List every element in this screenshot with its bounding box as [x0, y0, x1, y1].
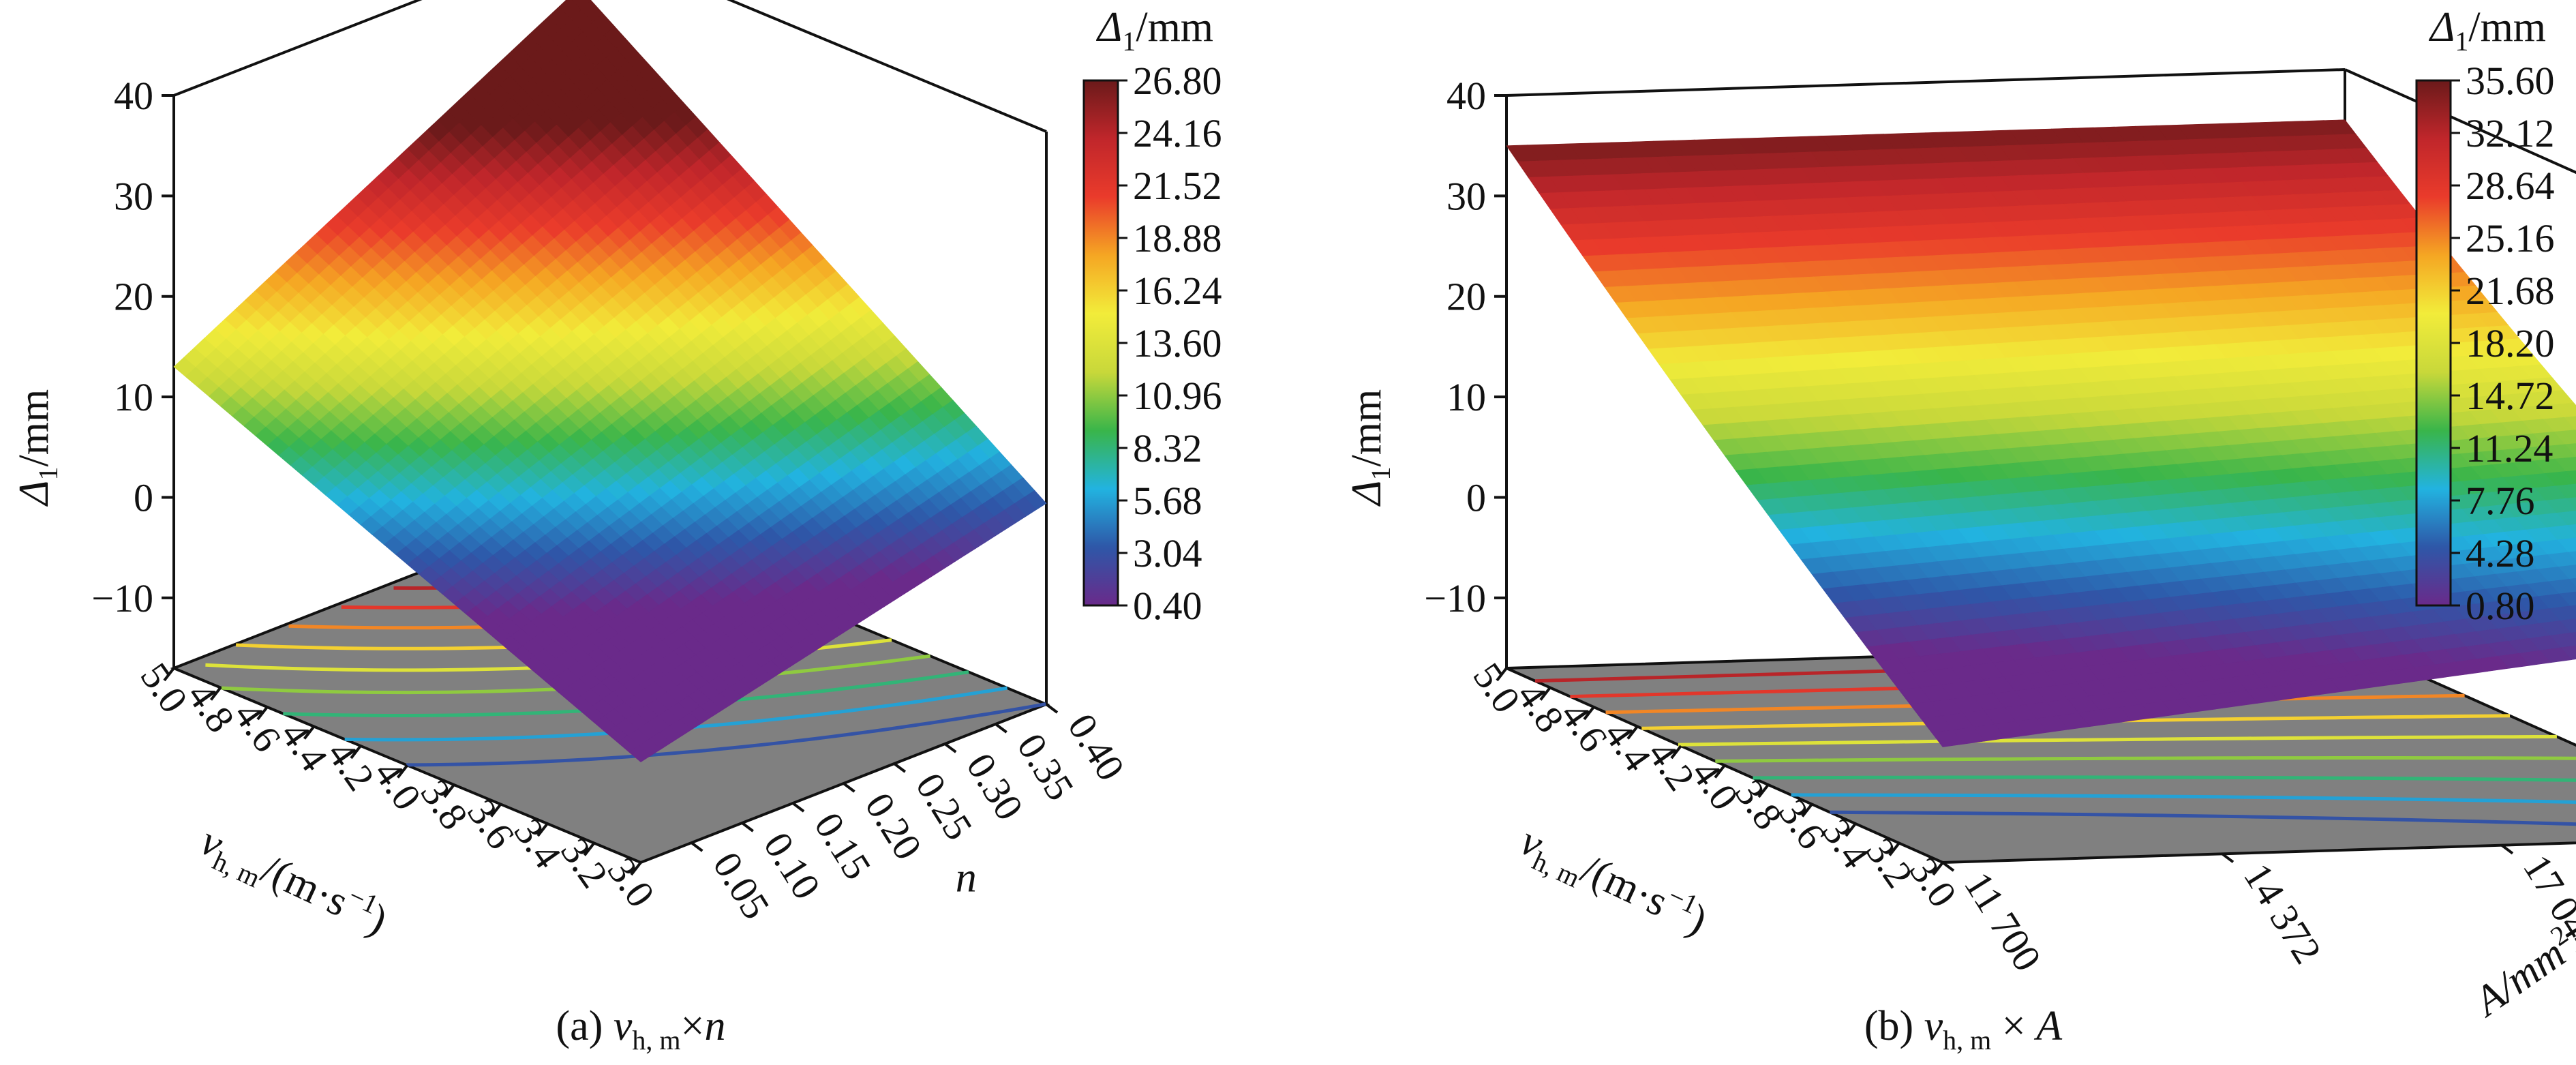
colorbar-tick-label: 35.60 — [2466, 59, 2555, 103]
x-tick-mark — [303, 725, 316, 740]
z-tick-label: −10 — [91, 576, 153, 620]
colorbar-tick-label: 13.60 — [1133, 321, 1222, 365]
colorbar-tick-label: 28.64 — [2466, 164, 2555, 208]
colorbar-tick-label: 5.68 — [1133, 479, 1202, 523]
colorbar: 26.80 24.16 21.52 18.88 16.24 13.60 10.96 8.32 5… — [1082, 4, 1222, 628]
contour-line — [1753, 775, 2576, 782]
y-tick-mark — [2500, 844, 2514, 855]
z-tick-label: −10 — [1424, 576, 1486, 620]
colorbar-tick-label: 26.80 — [1133, 59, 1222, 103]
y-tick-label: 11 700 — [1956, 864, 2050, 978]
x-tick-mark — [396, 764, 409, 779]
y-axis-label: A/mm2 — [2461, 919, 2576, 1026]
z-tick-label: 10 — [1446, 375, 1486, 419]
colorbar-tick-label: 25.16 — [2466, 216, 2555, 260]
z-axis: 40 30 20 10 0 −10 Δ1/mm — [11, 74, 174, 620]
colorbar-tick-label: 0.80 — [2466, 584, 2535, 628]
colorbar-tick-label: 16.24 — [1133, 269, 1222, 313]
colorbar-tick-label: 4.28 — [2466, 531, 2535, 575]
z-axis-label: Δ1/mm — [11, 389, 63, 507]
box-edge — [726, 0, 1047, 133]
x-tick-mark — [536, 822, 549, 837]
colorbar-tick-label: 24.16 — [1133, 111, 1222, 155]
colorbar-ramp — [2415, 79, 2452, 607]
z-tick-label: 30 — [1446, 174, 1486, 218]
y-tick-mark — [1045, 703, 1059, 714]
y-tick-mark — [843, 782, 855, 793]
y-tick-mark — [2221, 852, 2234, 863]
y-tick-mark — [893, 762, 907, 773]
figure-caption: (b) vh, m × A — [1864, 1003, 2063, 1055]
surface-cell — [628, 745, 652, 762]
z-tick-label: 40 — [114, 74, 153, 118]
y-tick-mark — [691, 841, 703, 852]
z-tick-label: 40 — [1446, 74, 1486, 118]
contour-line — [344, 686, 1008, 742]
x-tick-mark — [443, 783, 455, 798]
x-tick-mark — [350, 745, 362, 760]
colorbar-tick-label: 32.12 — [2466, 111, 2555, 155]
contour-line — [1678, 734, 2557, 747]
contour-line — [1830, 810, 2576, 826]
y-tick-mark — [791, 802, 805, 813]
y-tick-mark — [944, 742, 957, 753]
x-tick-mark — [630, 861, 642, 876]
figure-caption: (a) vh, m×n — [556, 1003, 726, 1055]
x-tick-mark — [163, 667, 175, 682]
x-axis-label: vh, m/(m·s−1) — [191, 813, 395, 949]
z-axis-label: Δ1/mm — [1344, 389, 1396, 507]
x-tick-mark — [489, 803, 502, 817]
x-axis-label: vh, m/(m·s−1) — [1511, 813, 1715, 949]
chart-panel-b: 403020100−10Δ1/mm5.04.84.64.44.24.03.83.… — [1344, 4, 2576, 1055]
colorbar-tick-label: 0.40 — [1133, 584, 1202, 628]
colorbar-tick-label: 21.68 — [2466, 269, 2555, 313]
colorbar-tick-label: 8.32 — [1133, 426, 1202, 470]
colorbar-tick-label: 14.72 — [2466, 374, 2555, 418]
z-tick-label: 0 — [134, 475, 153, 520]
x-tick-mark — [256, 706, 269, 721]
colorbar-tick-label: 10.96 — [1133, 374, 1222, 418]
contour-line — [406, 702, 1046, 767]
response-surface — [1506, 119, 2576, 747]
chart-panel-a: 403020100−10Δ1/mm5.04.84.64.44.24.03.83.… — [11, 0, 1222, 1055]
x-tick-mark — [209, 687, 222, 701]
colorbar-title: Δ1/mm — [2428, 4, 2546, 57]
y-tick-mark — [995, 723, 1007, 734]
z-tick-label: 0 — [1466, 475, 1486, 520]
colorbar-tick-label: 3.04 — [1133, 531, 1202, 575]
z-tick-label: 20 — [114, 275, 153, 319]
y-tick-label: 14 372 — [2235, 856, 2331, 972]
x-tick-mark — [583, 842, 596, 856]
response-surface — [173, 0, 1047, 762]
y-axis-label: n — [956, 854, 977, 901]
colorbar-ramp — [1082, 79, 1119, 607]
colorbar-tick-label: 7.76 — [2466, 479, 2535, 523]
z-tick-label: 20 — [1446, 275, 1486, 319]
z-tick-label: 10 — [114, 375, 153, 419]
colorbar-tick-label: 18.20 — [2466, 321, 2555, 365]
colorbar-tick-label: 21.52 — [1133, 164, 1222, 208]
contour-line — [1715, 756, 2576, 763]
z-axis: 40 30 20 10 0 −10 Δ1/mm — [1344, 74, 1506, 620]
box-edge — [1506, 68, 2346, 97]
colorbar-tick-label: 18.88 — [1133, 216, 1222, 260]
contour-line — [1791, 793, 2576, 805]
box-edge — [173, 0, 423, 97]
colorbar-title: Δ1/mm — [1095, 4, 1213, 57]
y-tick-mark — [741, 822, 754, 832]
colorbar-tick-label: 11.24 — [2466, 426, 2553, 470]
z-tick-label: 30 — [114, 174, 153, 218]
